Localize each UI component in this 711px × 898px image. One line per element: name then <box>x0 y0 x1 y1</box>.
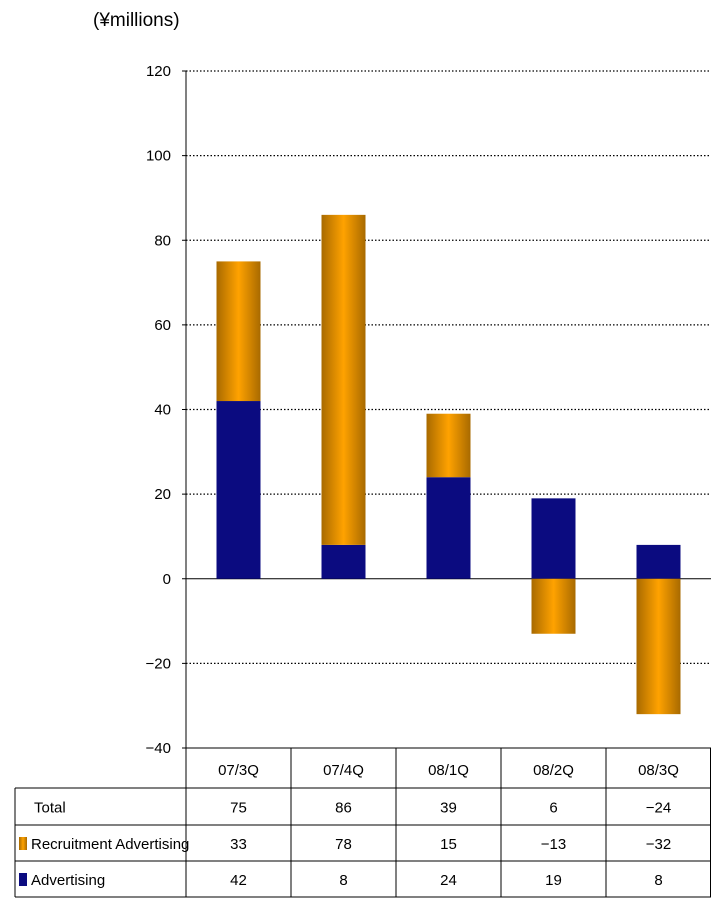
y-tick-label: 100 <box>146 148 171 165</box>
x-category-label: 07/4Q <box>323 762 364 779</box>
row-label-advertising: Advertising <box>31 872 105 889</box>
cell-advertising: 8 <box>654 872 662 889</box>
row-label-recruitment-advertising: Recruitment Advertising <box>31 836 189 853</box>
row-label-total: Total <box>34 800 66 817</box>
bar-advertising <box>216 401 261 579</box>
legend-swatch-recruitment-advertising <box>19 837 27 850</box>
bar-advertising <box>636 544 681 579</box>
bar-advertising <box>321 544 366 579</box>
cell-total: 39 <box>440 800 457 817</box>
unit-label: (¥millions) <box>93 10 180 31</box>
cell-advertising: 24 <box>440 872 457 889</box>
y-tick-label: −40 <box>146 740 171 757</box>
x-category-label: 08/3Q <box>638 762 679 779</box>
cell-advertising: 19 <box>545 872 562 889</box>
y-tick-label: 80 <box>154 232 171 249</box>
y-tick-label: 0 <box>163 571 171 588</box>
bar-recruitment-advertising <box>636 578 681 715</box>
cell-total: −24 <box>646 800 671 817</box>
y-tick-label: 20 <box>154 486 171 503</box>
cell-advertising: 42 <box>230 872 247 889</box>
y-tick-label: 60 <box>154 317 171 334</box>
cell-recruitment-advertising: −13 <box>541 836 566 853</box>
bar-recruitment-advertising <box>426 413 471 478</box>
cell-recruitment-advertising: 78 <box>335 836 352 853</box>
bar-advertising <box>426 477 471 579</box>
bar-recruitment-advertising <box>321 214 366 545</box>
cell-recruitment-advertising: 33 <box>230 836 247 853</box>
y-tick-label: −20 <box>146 655 171 672</box>
x-category-label: 08/1Q <box>428 762 469 779</box>
cell-total: 86 <box>335 800 352 817</box>
x-category-label: 07/3Q <box>218 762 259 779</box>
cell-total: 75 <box>230 800 247 817</box>
x-category-label: 08/2Q <box>533 762 574 779</box>
legend-swatch-advertising <box>19 873 27 886</box>
bar-recruitment-advertising <box>216 261 261 402</box>
cell-advertising: 8 <box>339 872 347 889</box>
cell-total: 6 <box>549 800 557 817</box>
bar-advertising <box>531 498 576 579</box>
bar-recruitment-advertising <box>531 578 576 634</box>
cell-recruitment-advertising: −32 <box>646 836 671 853</box>
cell-recruitment-advertising: 15 <box>440 836 457 853</box>
y-tick-label: 40 <box>154 402 171 419</box>
y-tick-label: 120 <box>146 63 171 80</box>
